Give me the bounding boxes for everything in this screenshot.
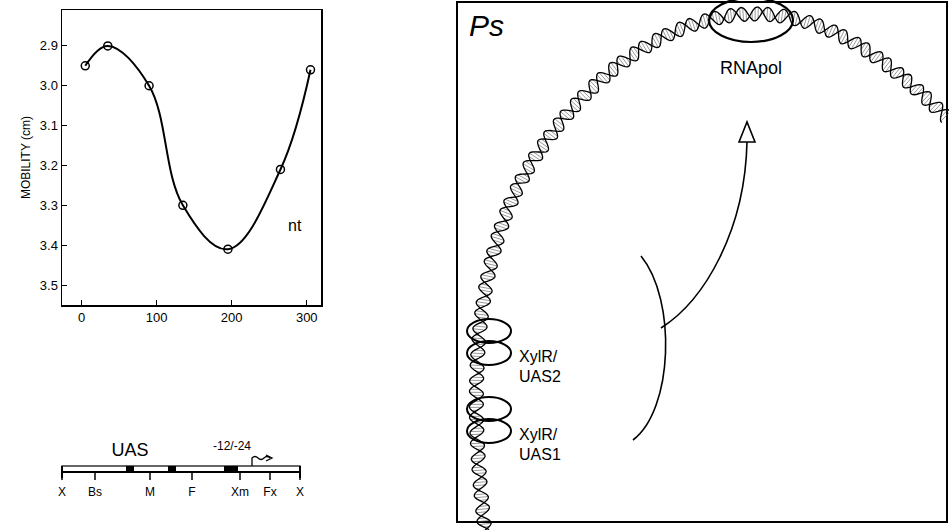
svg-text:nt: nt xyxy=(288,217,302,234)
svg-text:3.0: 3.0 xyxy=(40,78,58,93)
svg-text:UAS1: UAS1 xyxy=(519,446,561,463)
svg-text:Xm: Xm xyxy=(231,485,249,499)
svg-text:0: 0 xyxy=(78,310,85,325)
svg-text:100: 100 xyxy=(146,310,168,325)
svg-text:XylR/: XylR/ xyxy=(519,426,558,443)
svg-text:3.3: 3.3 xyxy=(40,198,58,213)
svg-text:UAS2: UAS2 xyxy=(519,368,561,385)
svg-text:300: 300 xyxy=(296,310,318,325)
svg-text:200: 200 xyxy=(221,310,243,325)
svg-text:M: M xyxy=(145,485,155,499)
svg-text:RNApol: RNApol xyxy=(720,58,782,78)
svg-text:X: X xyxy=(296,485,304,499)
svg-text:UAS: UAS xyxy=(111,440,148,460)
svg-text:3.4: 3.4 xyxy=(40,238,58,253)
svg-text:XylR/: XylR/ xyxy=(519,348,558,365)
svg-text:Fx: Fx xyxy=(263,485,276,499)
svg-text:F: F xyxy=(188,485,195,499)
svg-text:X: X xyxy=(58,485,66,499)
svg-text:-12/-24: -12/-24 xyxy=(213,439,251,453)
svg-text:3.1: 3.1 xyxy=(40,118,58,133)
svg-text:3.2: 3.2 xyxy=(40,158,58,173)
svg-text:3.5: 3.5 xyxy=(40,278,58,293)
svg-text:MOBILITY (cm): MOBILITY (cm) xyxy=(19,116,33,199)
svg-text:Bs: Bs xyxy=(88,485,102,499)
svg-text:2.9: 2.9 xyxy=(40,38,58,53)
svg-text:Ps: Ps xyxy=(469,9,504,42)
